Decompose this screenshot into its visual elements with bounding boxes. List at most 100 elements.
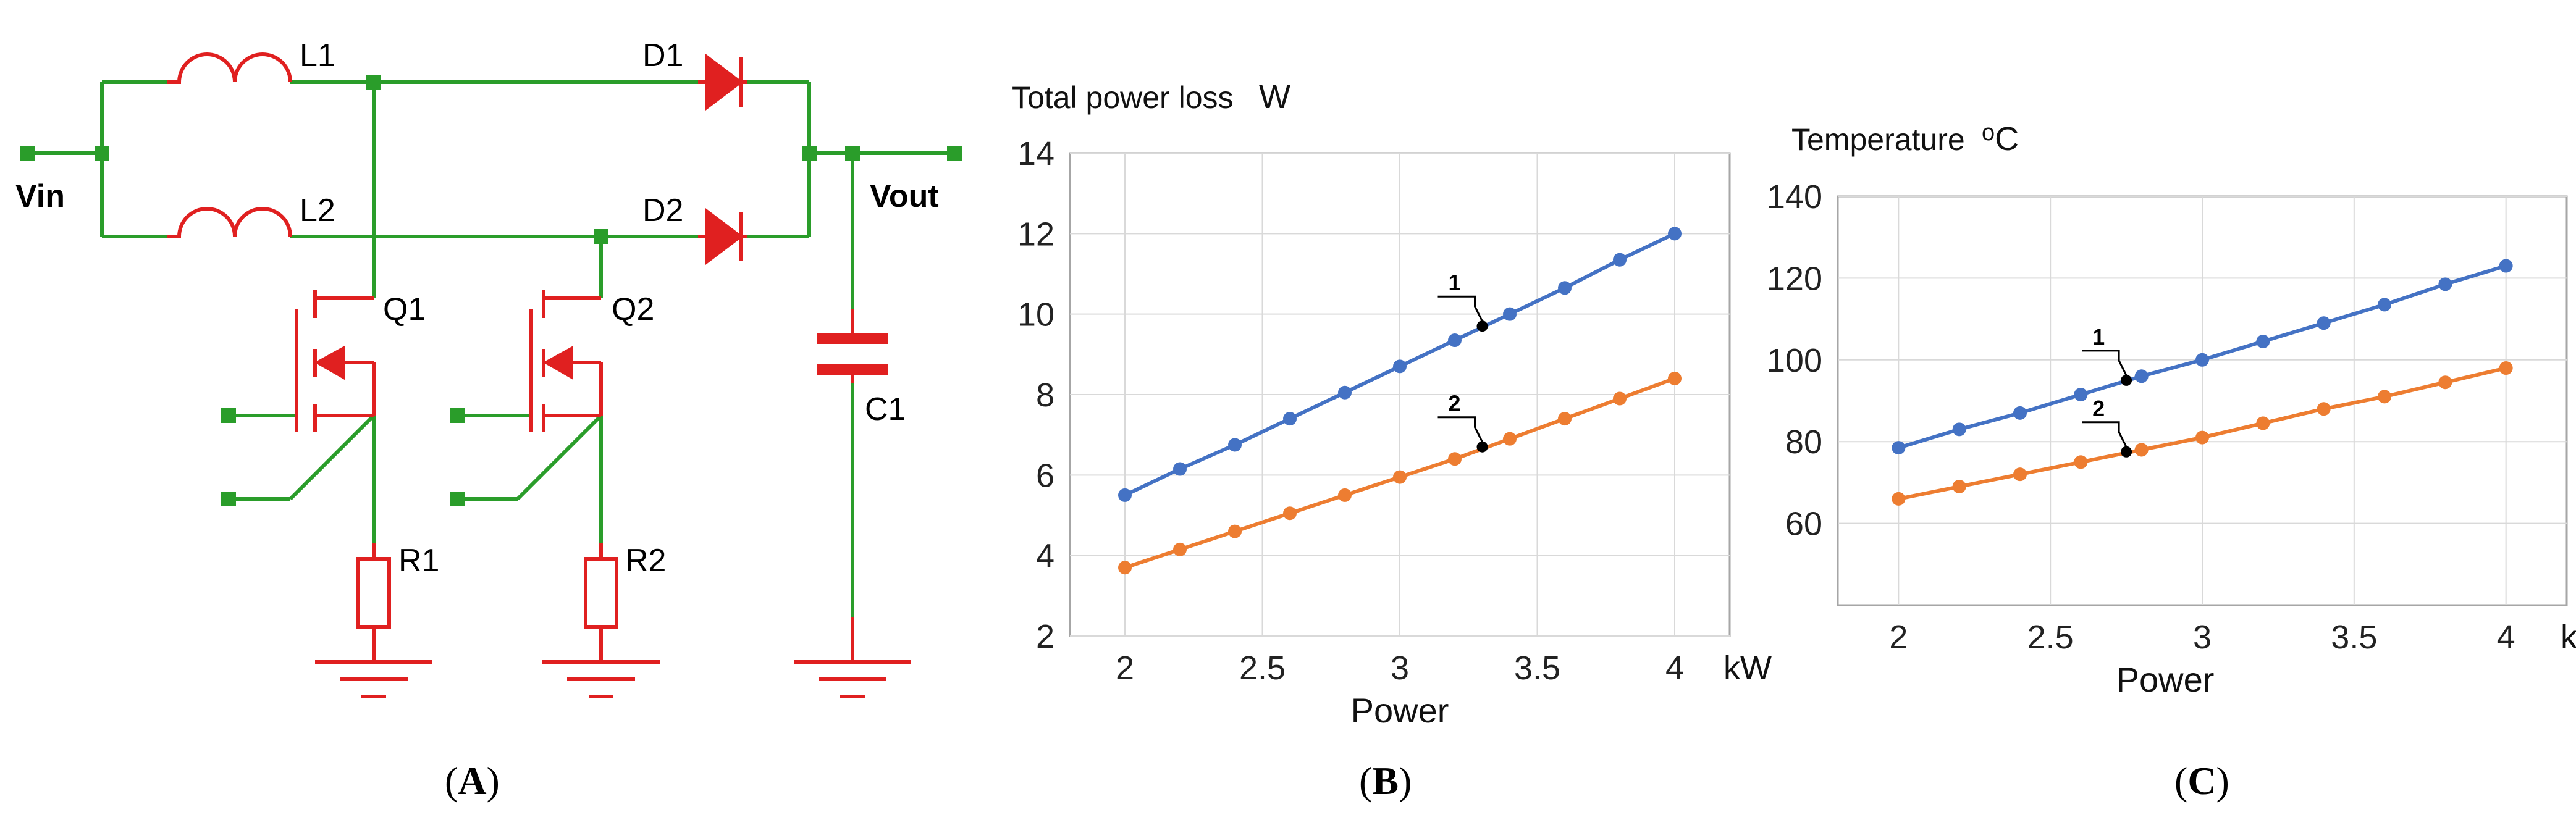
series-1-point <box>1448 333 1462 348</box>
y-tick-label: 100 <box>1767 342 1822 379</box>
annotation-leader <box>2082 350 2128 376</box>
temperature-chart-panel: 2 2.5 3 3.5 4 60 80 100 120 140 Temperature oC Power… <box>1767 0 2576 833</box>
series-1-point <box>1228 438 1242 452</box>
annotation-leader <box>1437 295 1483 322</box>
diode-d2 <box>705 207 743 266</box>
y-tick-label: 6 <box>1036 457 1054 494</box>
series-2-point <box>2195 430 2209 445</box>
series-1-point <box>1283 412 1297 426</box>
l2-label: L2 <box>300 193 335 228</box>
series-1-point <box>2499 259 2513 273</box>
l1-label: L1 <box>300 38 335 73</box>
series-2-point <box>1558 412 1572 426</box>
power-loss-chart-panel: 2 2.5 3 3.5 4 2 4 6 8 10 12 14 Total power loss W Powe… <box>964 0 1785 833</box>
x-tick-label: 3.5 <box>2331 619 2377 656</box>
series-1-point <box>1173 462 1187 476</box>
r1-label: R1 <box>398 543 439 579</box>
d2-label: D2 <box>642 193 683 228</box>
x-tick-label: 3 <box>2193 619 2212 656</box>
caption-a: (A) <box>445 759 500 803</box>
y-tick-label: 120 <box>1767 260 1822 297</box>
annotation-leader <box>1437 416 1483 443</box>
circuit-schematic: Vin L1 L2 D1 D2 Vout Q1 Q2 C1 R1 R2 <box>15 38 962 698</box>
y-tick-label: 10 <box>1017 296 1054 333</box>
x-tick-label: 2 <box>1889 619 1908 656</box>
series-2-point <box>1338 488 1352 502</box>
annotation-marker <box>1476 320 1488 332</box>
y-unit-label: W <box>1259 78 1290 115</box>
inductor-l2 <box>167 207 292 238</box>
temperature-chart: 2 2.5 3 3.5 4 60 80 100 120 140 Temperature oC Power… <box>1767 120 2576 699</box>
series-1-point <box>2134 369 2149 383</box>
annotation-label: 1 <box>2092 324 2105 350</box>
y-tick-label: 60 <box>1785 506 1822 543</box>
series-2-point <box>1393 470 1407 484</box>
x-tick-label: 4 <box>1665 650 1684 687</box>
series-1-point <box>2438 277 2452 291</box>
series-1-point <box>1338 385 1352 400</box>
series-1-point <box>2195 353 2209 367</box>
series-2-point <box>1503 432 1517 446</box>
y-tick-label: 12 <box>1017 216 1054 253</box>
chart-title: Total power loss <box>1012 80 1234 115</box>
y-tick-label: 80 <box>1785 424 1822 461</box>
x-tick-label: 3 <box>1391 650 1409 687</box>
series-2-point <box>1118 561 1132 575</box>
series-1-point <box>2378 298 2391 312</box>
caption-b: (B) <box>1359 759 1412 803</box>
x-tick-label: 2.5 <box>2027 619 2074 656</box>
series-1-point <box>1952 422 1966 437</box>
annotation-marker <box>2121 446 2132 458</box>
series-2-point <box>1283 506 1297 521</box>
series-1-point <box>2256 335 2270 349</box>
series-2-point <box>2499 361 2513 375</box>
annotation-marker <box>1476 441 1488 453</box>
series-2-point <box>2438 375 2452 390</box>
series-1-point <box>1503 307 1517 321</box>
series-1-point <box>2074 388 2088 402</box>
capacitor-c1 <box>817 333 888 375</box>
y-tick-label: 4 <box>1036 538 1054 575</box>
series-1-point <box>2013 406 2027 420</box>
caption-c: (C) <box>2174 759 2229 803</box>
x-tick-label: 2.5 <box>1239 650 1286 687</box>
series-1-point <box>1892 441 1906 455</box>
components <box>167 52 911 698</box>
series-2-point <box>2256 416 2270 430</box>
series-1-point <box>1668 227 1682 241</box>
x-unit-label: kW <box>1724 650 1772 687</box>
inductor-l1 <box>167 52 292 84</box>
series-2-point <box>2013 467 2027 482</box>
annotation-label: 2 <box>1449 391 1461 416</box>
x-tick-label: 3.5 <box>1514 650 1560 687</box>
r2-label: R2 <box>625 543 666 579</box>
q2-label: Q2 <box>612 291 654 327</box>
annotation-leader <box>2082 421 2128 448</box>
d1-label: D1 <box>642 38 683 73</box>
wires <box>28 80 954 617</box>
series-1-point <box>1558 281 1572 295</box>
series-2-point <box>1952 480 1966 494</box>
x-axis-label: Power <box>2116 660 2215 699</box>
y-unit-label: oC <box>1982 120 2019 157</box>
c1-label: C1 <box>865 391 906 427</box>
annotation-marker <box>2121 374 2132 386</box>
y-tick-label: 2 <box>1036 618 1054 655</box>
x-axis-label: Power <box>1351 691 1449 730</box>
series-2-point <box>2074 455 2088 469</box>
series-2-point <box>2378 390 2391 404</box>
y-tick-label: 140 <box>1767 178 1822 216</box>
series-2-point <box>2317 402 2331 416</box>
y-tick-label: 14 <box>1017 135 1054 172</box>
series-1-point <box>1613 253 1627 267</box>
series-1-point <box>1118 488 1132 502</box>
series-2-point <box>2134 443 2149 457</box>
chart-title: Temperature <box>1791 122 1965 157</box>
series-2-point <box>1228 524 1242 538</box>
x-tick-label: 4 <box>2497 619 2515 656</box>
q2-arrow <box>542 345 573 380</box>
vout-label: Vout <box>870 178 939 214</box>
nodes <box>20 75 962 506</box>
annotation-label: 2 <box>2092 396 2105 421</box>
